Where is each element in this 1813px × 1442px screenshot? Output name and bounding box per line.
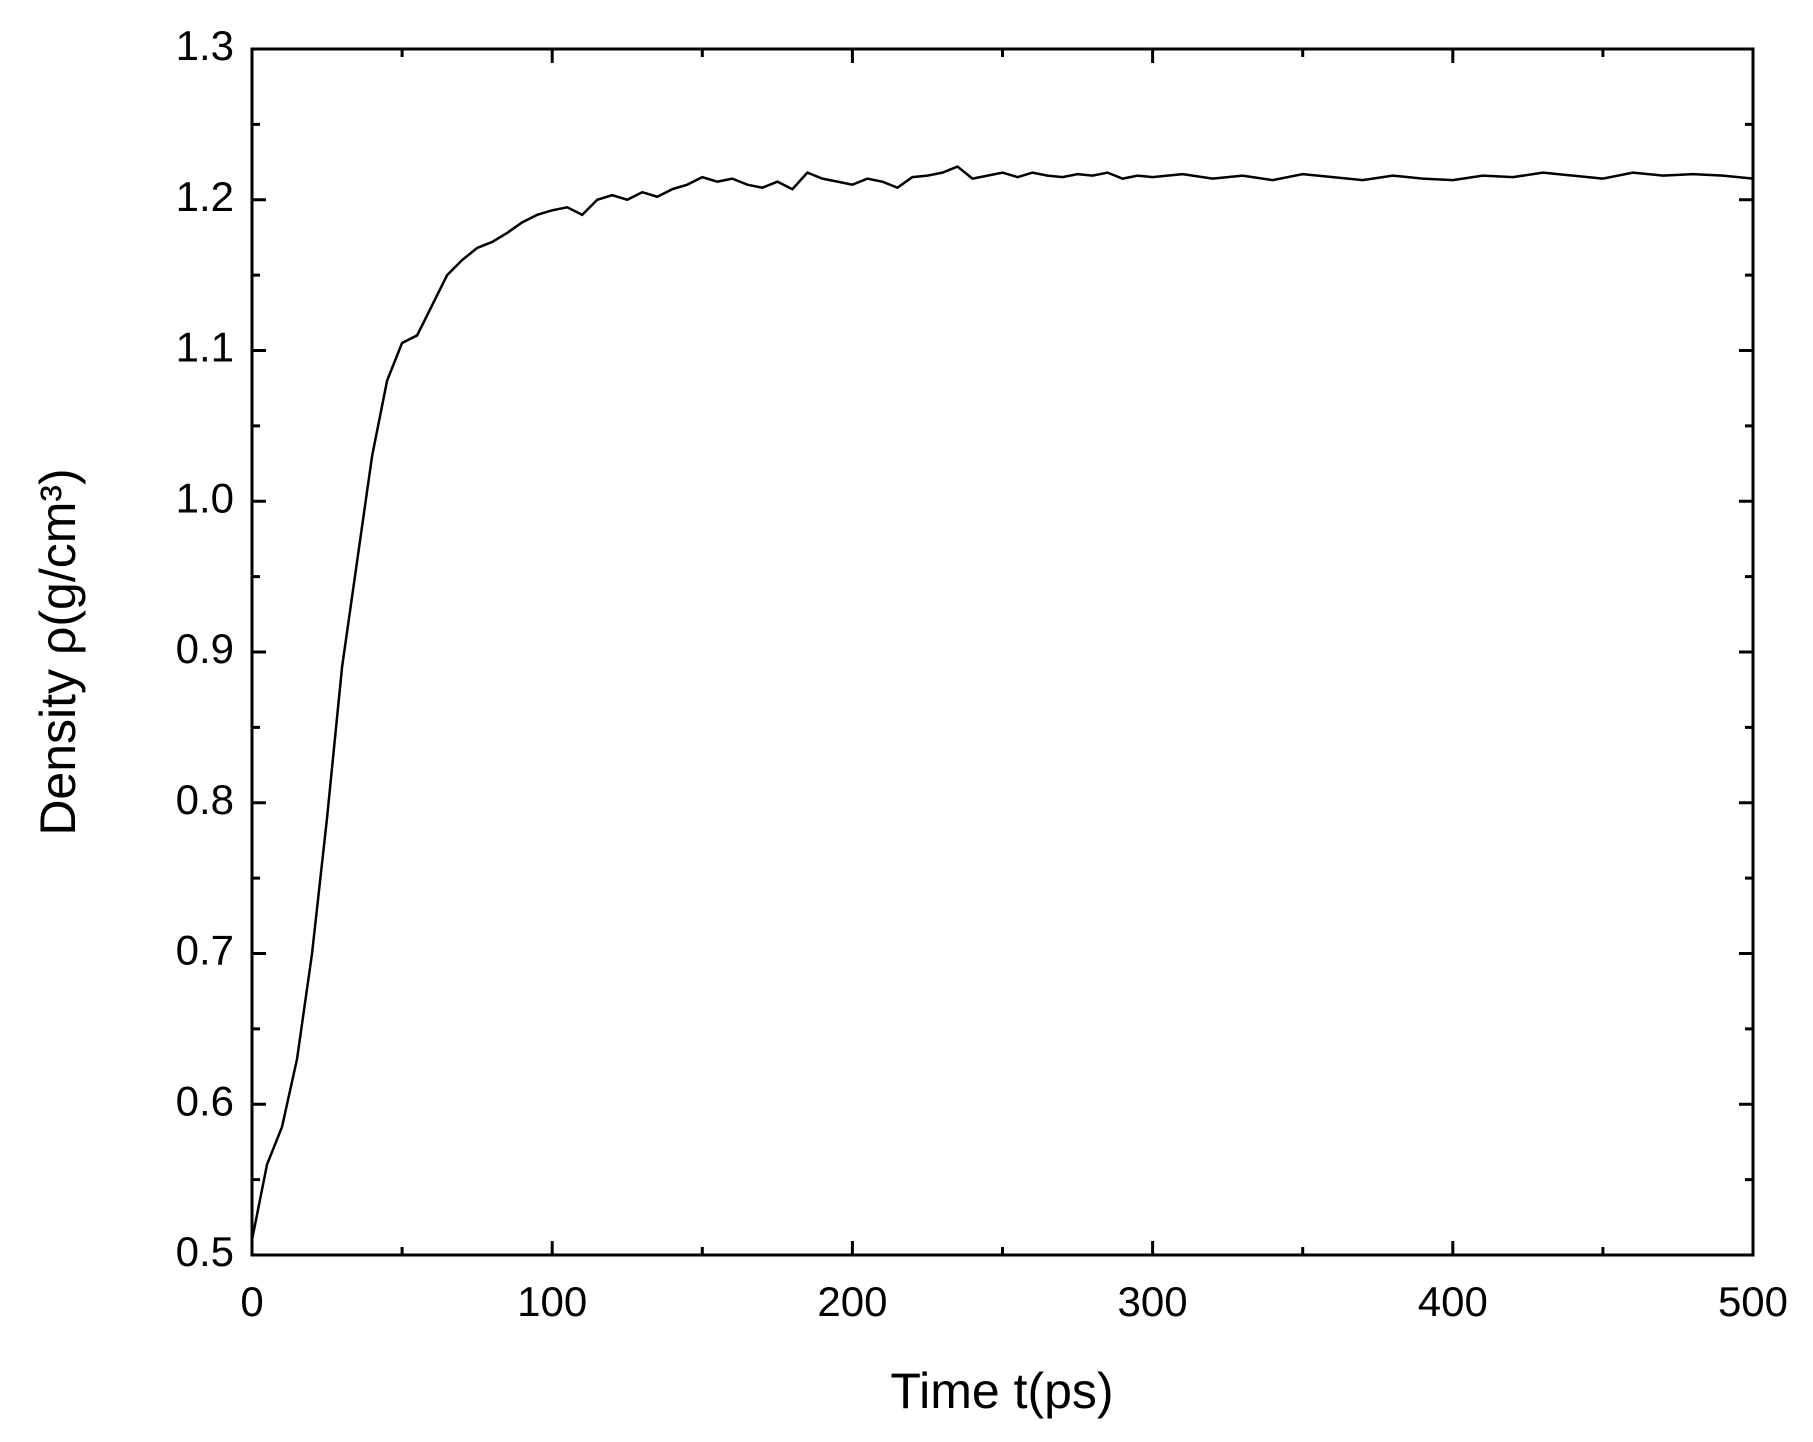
x-tick-label: 200 bbox=[817, 1278, 887, 1325]
y-tick-label: 1.0 bbox=[176, 474, 234, 521]
y-tick-label: 0.7 bbox=[176, 927, 234, 974]
data-line bbox=[250, 165, 1754, 1241]
y-tick-label: 0.5 bbox=[176, 1228, 234, 1275]
x-tick-label: 300 bbox=[1118, 1278, 1188, 1325]
x-tick-label: 0 bbox=[240, 1278, 263, 1325]
y-tick-label: 1.1 bbox=[176, 324, 234, 371]
x-tick-label: 400 bbox=[1418, 1278, 1488, 1325]
y-tick-label: 1.3 bbox=[176, 22, 234, 69]
y-axis-label: Density ρ(g/cm³) bbox=[30, 468, 86, 835]
x-tick-label: 100 bbox=[517, 1278, 587, 1325]
y-tick-label: 0.9 bbox=[176, 625, 234, 672]
x-axis-label: Time t(ps) bbox=[890, 1363, 1113, 1419]
y-tick-label: 0.6 bbox=[176, 1077, 234, 1124]
plot-frame bbox=[250, 47, 1755, 1257]
y-tick-label: 0.8 bbox=[176, 776, 234, 823]
x-tick-label: 500 bbox=[1718, 1278, 1788, 1325]
y-tick-label: 1.2 bbox=[176, 173, 234, 220]
